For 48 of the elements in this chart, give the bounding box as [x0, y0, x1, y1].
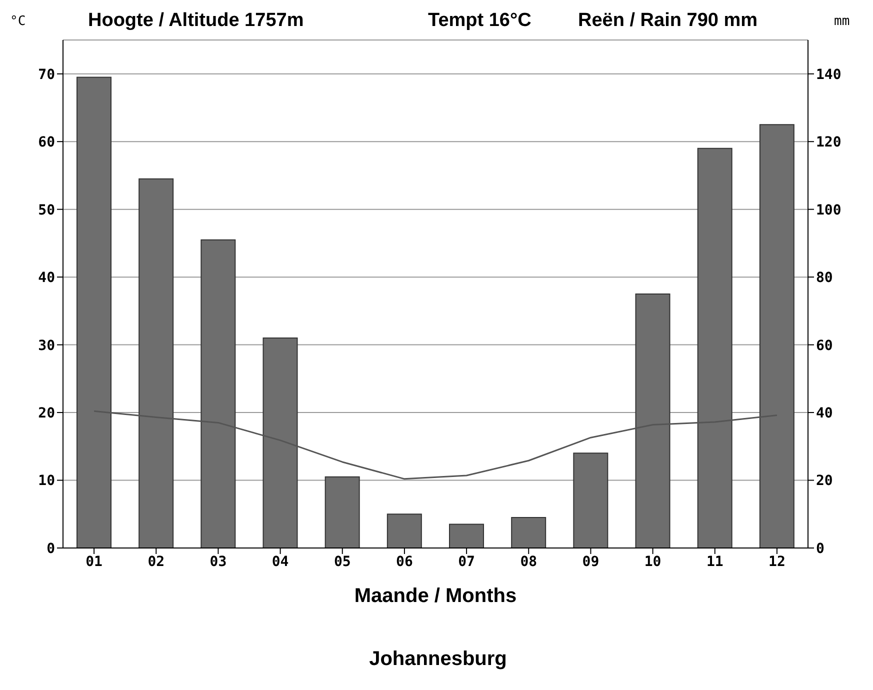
y-tick-label: 60 — [38, 134, 55, 151]
y-axis-title: °C — [10, 14, 26, 29]
x-tick-label: 02 — [148, 554, 165, 570]
x-tick-label: 07 — [458, 554, 475, 570]
y-tick-label: 50 — [38, 202, 55, 218]
y-tick-label: 70 — [38, 66, 55, 83]
bar — [697, 148, 732, 548]
x-axis-title: Maande / Months — [354, 585, 517, 607]
y2-tick-label: 140 — [816, 66, 842, 83]
x-tick-label: 01 — [86, 554, 102, 570]
y-tick-label: 30 — [38, 338, 55, 354]
y2-tick-label: 80 — [816, 270, 833, 286]
x-tick-label: 10 — [644, 554, 662, 570]
x-tick-label: 05 — [334, 554, 351, 570]
bar — [573, 452, 608, 548]
line-series — [93, 410, 778, 480]
x-tick-label: 12 — [768, 554, 786, 570]
y2-axis-title: mm — [834, 14, 850, 29]
bar — [449, 524, 484, 548]
x-tick-label: 03 — [210, 554, 227, 570]
text: Reën / Rain 790 mm — [578, 10, 758, 32]
y2-tick-label: 40 — [816, 406, 833, 422]
bar — [511, 517, 546, 548]
y-tick-label: 40 — [38, 270, 55, 286]
bar — [386, 514, 422, 548]
x-tick-label: 08 — [520, 554, 538, 570]
bar — [138, 178, 174, 548]
x-tick-label: 06 — [396, 554, 413, 570]
x-tick-label: 04 — [272, 554, 289, 570]
chart-title: Hoogte / Altitude 1757m — [88, 10, 304, 32]
text: Tempt 16°C — [428, 10, 532, 32]
y-tick-label: 20 — [38, 406, 55, 422]
bar — [200, 239, 236, 548]
bar — [635, 294, 670, 548]
y-tick-label: 10 — [38, 473, 55, 490]
y2-tick-label: 0 — [816, 540, 824, 557]
x-tick-label: 09 — [582, 554, 600, 570]
y2-tick-label: 120 — [816, 134, 842, 151]
y2-tick-label: 60 — [816, 338, 833, 354]
y2-tick-label: 100 — [816, 202, 842, 218]
x-tick-label: 11 — [706, 554, 724, 570]
bar — [324, 476, 360, 548]
bar — [759, 124, 794, 548]
text: Johannesburg — [368, 648, 508, 671]
bar — [76, 76, 112, 548]
y-tick-label: 0 — [46, 540, 55, 557]
bar — [262, 338, 298, 548]
y2-tick-label: 20 — [816, 473, 833, 490]
